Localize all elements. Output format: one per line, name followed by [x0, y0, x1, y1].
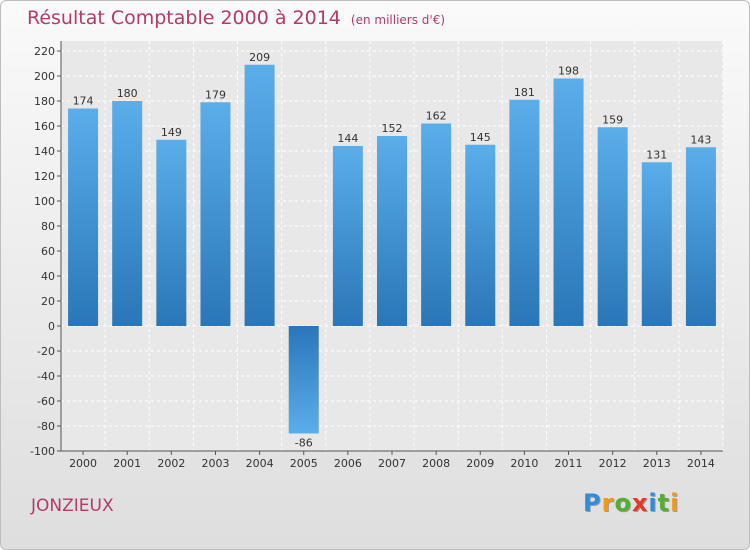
- y-tick-label: -20: [37, 345, 55, 358]
- x-tick-label: 2013: [643, 457, 671, 470]
- y-tick-label: 80: [41, 220, 55, 233]
- y-tick-label: 220: [34, 45, 55, 58]
- data-label: 181: [514, 86, 535, 99]
- chart-title-text: Résultat Comptable 2000 à 2014: [27, 7, 341, 29]
- data-label: -86: [295, 437, 313, 450]
- y-tick-label: 200: [34, 70, 55, 83]
- location-label: JONZIEUX: [31, 496, 114, 516]
- bar-2006: [332, 146, 363, 326]
- x-tick-label: 2005: [290, 457, 318, 470]
- data-label: 198: [558, 65, 579, 78]
- bar-2002: [156, 139, 187, 326]
- x-tick-label: 2008: [422, 457, 450, 470]
- x-tick-label: 2014: [687, 457, 715, 470]
- data-label: 180: [117, 87, 138, 100]
- data-label: 144: [337, 132, 358, 145]
- data-label: 152: [382, 122, 403, 135]
- y-tick-label: -100: [30, 445, 55, 458]
- y-tick-label: 40: [41, 270, 55, 283]
- x-tick-label: 2003: [201, 457, 229, 470]
- data-label: 159: [602, 113, 623, 126]
- bar-2005: [288, 326, 319, 434]
- data-label: 162: [426, 110, 447, 123]
- bar-2000: [68, 108, 99, 326]
- y-tick-label: -80: [37, 420, 55, 433]
- y-tick-label: 20: [41, 295, 55, 308]
- bar-2007: [377, 136, 407, 326]
- x-tick-label: 2001: [113, 457, 141, 470]
- y-tick-label: 180: [34, 95, 55, 108]
- y-tick-label: 140: [34, 145, 55, 158]
- chart-title: Résultat Comptable 2000 à 2014 (en millie…: [27, 7, 445, 29]
- y-tick-label: -40: [37, 370, 55, 383]
- logo-letter: o: [614, 489, 632, 517]
- data-label: 209: [249, 51, 270, 64]
- bar-2001: [112, 101, 143, 326]
- x-tick-label: 2000: [69, 457, 97, 470]
- logo-letter: i: [648, 489, 658, 517]
- bar-2012: [597, 127, 628, 326]
- logo-letter: r: [601, 489, 615, 517]
- logo-letter: P: [583, 489, 602, 517]
- bar-2003: [200, 102, 231, 326]
- y-tick-label: 120: [34, 170, 55, 183]
- data-label: 145: [470, 131, 491, 144]
- data-label: 143: [690, 133, 711, 146]
- bar-2010: [509, 99, 540, 326]
- bar-2014: [685, 147, 716, 326]
- data-label: 179: [205, 88, 226, 101]
- bar-2009: [465, 144, 496, 326]
- y-tick-label: -60: [37, 395, 55, 408]
- data-label: 174: [73, 95, 94, 108]
- x-tick-label: 2012: [599, 457, 627, 470]
- y-tick-label: 160: [34, 120, 55, 133]
- bar-2011: [553, 78, 584, 326]
- logo-letter: x: [631, 489, 649, 517]
- x-tick-label: 2002: [157, 457, 185, 470]
- x-tick-label: 2007: [378, 457, 406, 470]
- bar-2013: [641, 162, 672, 326]
- y-tick-label: 100: [34, 195, 55, 208]
- bar-2004: [244, 64, 275, 326]
- data-label: 131: [646, 148, 667, 161]
- chart-subtitle: (en milliers d'€): [350, 13, 446, 27]
- proxiti-logo: Proxiti: [583, 489, 679, 517]
- x-tick-label: 2009: [466, 457, 494, 470]
- logo-letter: t: [657, 489, 671, 517]
- bar-2008: [421, 123, 452, 326]
- data-label: 149: [161, 126, 182, 139]
- logo-letter: i: [670, 489, 680, 517]
- y-tick-label: 60: [41, 245, 55, 258]
- y-tick-label: 0: [48, 320, 55, 333]
- x-tick-label: 2011: [555, 457, 583, 470]
- x-tick-label: 2006: [334, 457, 362, 470]
- x-tick-label: 2004: [246, 457, 274, 470]
- x-tick-label: 2010: [510, 457, 538, 470]
